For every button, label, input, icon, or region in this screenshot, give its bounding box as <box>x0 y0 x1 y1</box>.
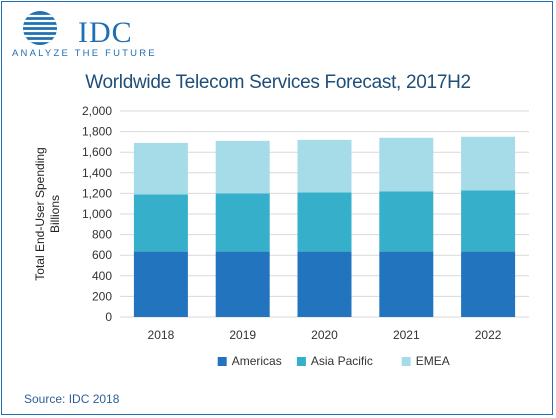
bar-emea-2018 <box>133 142 188 195</box>
legend-swatch <box>217 357 227 366</box>
bar-emea-2019 <box>215 140 270 194</box>
bar-asia-pacific-2018 <box>133 194 188 252</box>
bar-asia-pacific-2021 <box>379 191 434 252</box>
y-tick-label: 1,600 <box>82 145 112 159</box>
y-tick-label: 0 <box>105 310 112 324</box>
y-tick-label: 400 <box>92 269 112 283</box>
bar-americas-2020 <box>297 251 352 317</box>
x-tick-label: 2020 <box>311 328 338 342</box>
x-tick-label: 2022 <box>475 328 502 342</box>
bar-americas-2021 <box>379 251 434 317</box>
legend-swatch <box>401 357 411 366</box>
logo-tagline: ANALYZE THE FUTURE <box>12 48 157 59</box>
bar-emea-2021 <box>379 137 434 192</box>
logo-wordmark: IDC <box>78 16 133 49</box>
x-tick-label: 2019 <box>229 328 256 342</box>
bar-emea-2022 <box>461 136 516 191</box>
y-tick-label: 200 <box>92 289 112 303</box>
bar-americas-2019 <box>215 251 270 317</box>
x-tick-label: 2021 <box>393 328 420 342</box>
y-tick-label: 2,000 <box>82 104 112 118</box>
legend-label: Asia Pacific <box>311 354 373 368</box>
globe-icon <box>23 11 57 45</box>
y-axis-label: Total End-User Spending <box>33 147 47 280</box>
chart-title: Worldwide Telecom Services Forecast, 201… <box>85 72 471 93</box>
y-tick-label: 1,200 <box>82 186 112 200</box>
y-tick-label: 800 <box>92 228 112 242</box>
y-tick-label: 600 <box>92 248 112 262</box>
bar-americas-2018 <box>133 251 188 317</box>
bar-asia-pacific-2022 <box>461 190 516 252</box>
bar-asia-pacific-2019 <box>215 193 270 252</box>
y-tick-label: 1,000 <box>82 207 112 221</box>
y-tick-label: 1,800 <box>82 125 112 139</box>
y-tick-label: 1,400 <box>82 166 112 180</box>
source-note: Source: IDC 2018 <box>24 392 120 406</box>
y-axis-label: Billions <box>48 195 62 233</box>
idc-logo: IDC ANALYZE THE FUTURE <box>12 10 155 59</box>
legend-label: Americas <box>232 354 282 368</box>
bar-americas-2022 <box>461 251 516 317</box>
bar-emea-2020 <box>297 139 352 193</box>
legend-swatch <box>296 357 306 366</box>
bar-asia-pacific-2020 <box>297 192 352 252</box>
stacked-bar-chart: 0 200 400 600 800 1,000 1,200 1,400 1,600 1,800 2,… <box>33 104 529 368</box>
x-tick-label: 2018 <box>148 328 175 342</box>
legend-label: EMEA <box>416 354 450 368</box>
